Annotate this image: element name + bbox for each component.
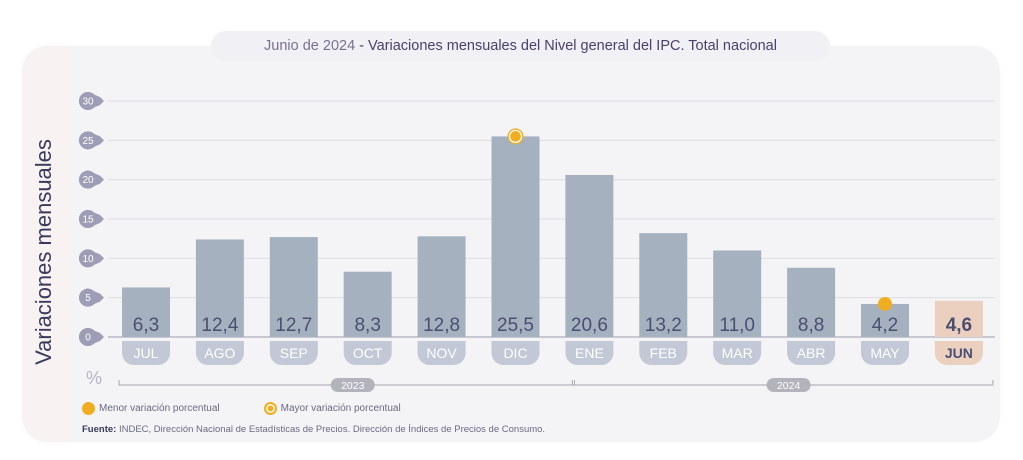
legend-item-min: Menor variación porcentual bbox=[82, 402, 220, 415]
y-tick-dot-0 bbox=[79, 328, 97, 346]
x-tick-label-sep: SEP bbox=[280, 345, 308, 361]
month-pill-sep bbox=[269, 341, 318, 365]
x-tick-label-feb: FEB bbox=[650, 345, 677, 361]
title-text: Variaciones mensuales del Nivel general … bbox=[368, 38, 777, 54]
value-label-jul: 6,3 bbox=[133, 315, 159, 336]
year-label-2023: 2023 bbox=[341, 380, 365, 392]
value-label-ene: 20,6 bbox=[571, 315, 608, 336]
bar-mar bbox=[713, 250, 762, 337]
x-tick-label-mar: MAR bbox=[722, 345, 753, 361]
value-label-ago: 12,4 bbox=[201, 315, 238, 336]
y-tick-dot-10 bbox=[79, 249, 97, 268]
title-separator: - bbox=[355, 38, 369, 54]
side-band bbox=[22, 46, 70, 442]
month-pill-ago bbox=[195, 341, 244, 365]
month-pill-may bbox=[861, 341, 909, 365]
bar-dic bbox=[491, 136, 540, 337]
bar-abr bbox=[787, 267, 836, 337]
month-pill-abr bbox=[787, 341, 836, 365]
max-marker-icon bbox=[263, 402, 277, 415]
source-text: INDEC, Dirección Nacional de Estadística… bbox=[116, 424, 546, 435]
month-pill-jun bbox=[934, 341, 983, 365]
value-label-nov: 12,8 bbox=[423, 315, 460, 336]
legend: Menor variación porcentual Mayor variaci… bbox=[82, 402, 445, 415]
month-pill-oct bbox=[343, 341, 392, 365]
legend-item-max: Mayor variación porcentual bbox=[263, 402, 401, 415]
y-tick-label: 30 bbox=[82, 97, 94, 108]
min-marker-icon bbox=[878, 296, 892, 311]
x-tick-label-dic: DIC bbox=[503, 345, 527, 361]
y-tick-dot-5 bbox=[79, 288, 97, 307]
y-tick-dot-30 bbox=[79, 92, 97, 110]
month-pill-feb bbox=[639, 341, 688, 365]
month-pill-mar bbox=[713, 341, 762, 365]
value-label-abr: 8,8 bbox=[798, 315, 824, 336]
bar-nov bbox=[417, 236, 466, 337]
bar-oct bbox=[343, 271, 392, 337]
month-pill-ene bbox=[565, 341, 614, 365]
value-label-sep: 12,7 bbox=[275, 315, 312, 336]
source-note: Fuente: INDEC, Dirección Nacional de Est… bbox=[82, 424, 545, 435]
y-tick-dot-15 bbox=[79, 210, 97, 228]
month-pill-dic bbox=[491, 341, 540, 365]
year-label-2024: 2024 bbox=[777, 380, 801, 392]
x-tick-label-oct: OCT bbox=[353, 345, 383, 361]
x-tick-label-may: MAY bbox=[870, 345, 900, 361]
year-pill-2024 bbox=[766, 378, 811, 392]
x-tick-label-abr: ABR bbox=[797, 345, 826, 361]
y-tick-label: 20 bbox=[82, 175, 94, 186]
value-label-dic: 25,5 bbox=[497, 315, 534, 336]
y-tick-dot-20 bbox=[79, 170, 97, 189]
value-label-may: 4,2 bbox=[872, 315, 898, 336]
unit-label: % bbox=[86, 368, 103, 388]
bar-ene bbox=[565, 174, 614, 337]
y-tick-label: 25 bbox=[82, 136, 94, 147]
legend-min-label: Menor variación porcentual bbox=[99, 403, 220, 414]
source-label: Fuente: bbox=[82, 424, 117, 435]
bar-jun bbox=[934, 300, 983, 337]
max-marker-ring bbox=[508, 129, 523, 144]
x-tick-label-ene: ENE bbox=[575, 345, 604, 361]
year-pill-2023 bbox=[330, 378, 375, 392]
month-pill-nov bbox=[417, 341, 466, 365]
x-tick-label-ago: AGO bbox=[204, 345, 235, 361]
bar-ago bbox=[195, 239, 244, 337]
value-label-mar: 11,0 bbox=[719, 315, 755, 336]
y-tick-label: 15 bbox=[82, 215, 94, 226]
y-tick-label: 10 bbox=[82, 254, 94, 265]
value-label-jun: 4,6 bbox=[946, 315, 972, 336]
chart-title: Junio de 2024 - Variaciones mensuales de… bbox=[211, 31, 830, 61]
bar-sep bbox=[269, 237, 318, 337]
y-tick-dot-25 bbox=[79, 131, 97, 150]
x-tick-label-jul: JUL bbox=[134, 345, 159, 361]
x-tick-label-jun: JUN bbox=[945, 345, 973, 361]
min-marker-icon bbox=[82, 402, 95, 415]
bar-jul bbox=[122, 287, 170, 337]
legend-max-label: Mayor variación porcentual bbox=[280, 403, 401, 414]
bar-feb bbox=[639, 233, 688, 337]
y-tick-label: 5 bbox=[85, 293, 91, 304]
value-label-feb: 13,2 bbox=[645, 315, 682, 336]
y-tick-label: 0 bbox=[85, 333, 91, 344]
title-date: Junio de 2024 bbox=[264, 38, 356, 54]
x-tick-label-nov: NOV bbox=[426, 345, 457, 361]
value-label-oct: 8,3 bbox=[354, 315, 380, 336]
month-pill-jul bbox=[122, 341, 170, 365]
